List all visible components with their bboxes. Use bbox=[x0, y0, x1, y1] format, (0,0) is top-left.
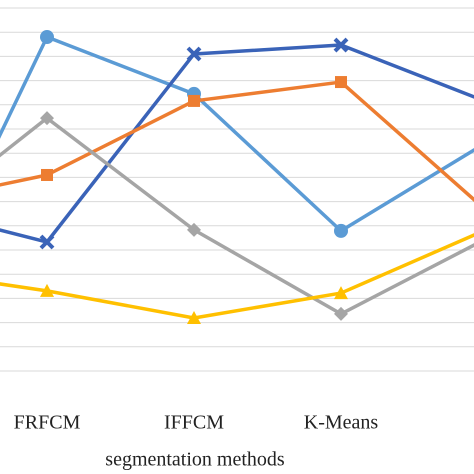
series-line bbox=[0, 116, 474, 316]
series-line bbox=[0, 43, 474, 244]
point bbox=[333, 37, 349, 53]
point bbox=[188, 94, 200, 107]
point bbox=[187, 311, 201, 325]
point bbox=[186, 46, 202, 62]
point bbox=[334, 306, 348, 321]
x-tick-label: FRFCM bbox=[14, 412, 81, 434]
point bbox=[334, 223, 348, 238]
x-axis-label: segmentation methods bbox=[105, 449, 285, 471]
point bbox=[39, 234, 55, 250]
point bbox=[334, 286, 348, 300]
x-tick-label: K-Means bbox=[304, 412, 379, 434]
x-tick-label: IFFCM bbox=[164, 412, 224, 434]
point bbox=[40, 111, 54, 126]
point bbox=[40, 283, 54, 297]
point bbox=[335, 76, 347, 89]
point bbox=[41, 168, 53, 181]
series-line bbox=[0, 233, 474, 320]
point bbox=[187, 222, 201, 237]
point bbox=[40, 30, 54, 45]
